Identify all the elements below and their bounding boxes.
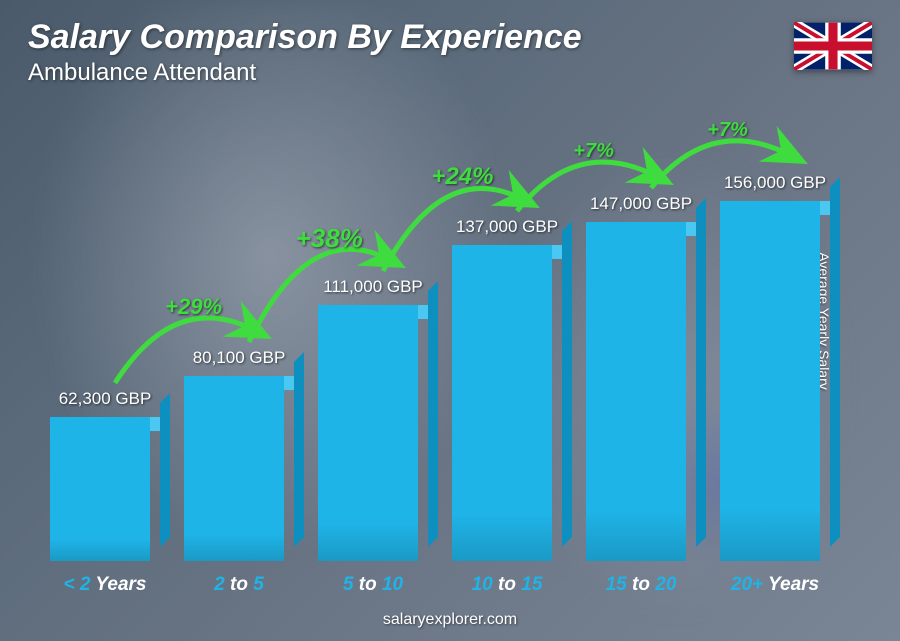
page-subtitle: Ambulance Attendant [28,59,582,87]
xaxis: < 2 Years2 to 55 to 1010 to 1515 to 2020… [40,574,840,596]
page-title: Salary Comparison By Experience [28,18,582,57]
pct-arrow [517,162,656,211]
pct-change-label: +7% [573,140,614,163]
xaxis-label: 10 to 15 [442,574,572,596]
xaxis-label: 5 to 10 [308,574,438,596]
pct-arrow [651,141,790,188]
xaxis-label: < 2 Years [40,574,170,596]
xaxis-label: 20+ Years [710,574,840,596]
pct-arrow [383,188,522,271]
pct-change-label: +7% [707,119,748,142]
xaxis-label: 2 to 5 [174,574,304,596]
uk-flag-icon [794,22,872,70]
pct-arrow [115,318,254,383]
title-block: Salary Comparison By Experience Ambulanc… [28,18,582,87]
pct-change-label: +38% [296,223,363,254]
pct-arrow [249,249,388,342]
header: Salary Comparison By Experience Ambulanc… [28,18,872,87]
bar-chart: 62,300 GBP 80,100 GBP 111,000 GBP 137,00… [40,120,840,561]
xaxis-label: 15 to 20 [576,574,706,596]
pct-change-label: +29% [165,294,222,320]
footer-credit: salaryexplorer.com [0,611,900,629]
pct-change-label: +24% [431,163,493,191]
